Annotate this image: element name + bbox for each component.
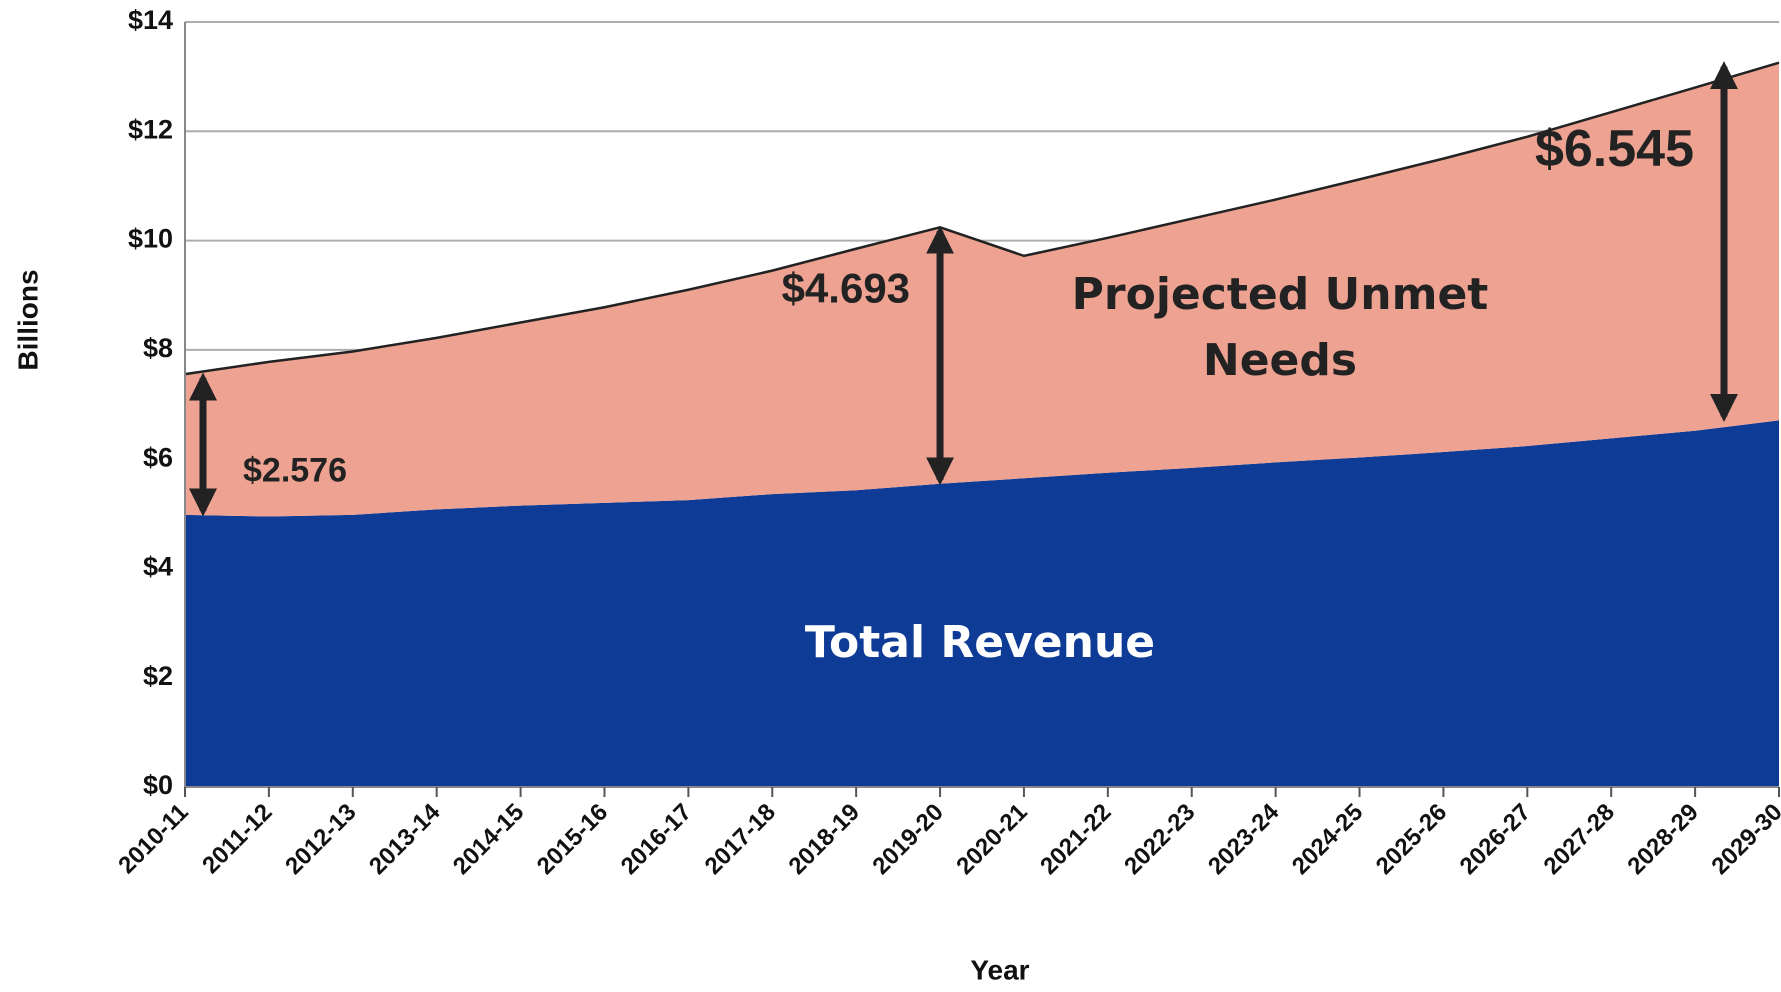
y-tick-label: $6 (143, 442, 173, 472)
y-tick-label: $10 (128, 224, 173, 254)
x-tick-label: 2021-22 (1035, 799, 1116, 880)
value-label: $6.545 (1535, 120, 1694, 178)
x-tick-label: 2028-29 (1622, 799, 1703, 880)
series-name: Total Revenue (804, 617, 1156, 668)
x-tick-label: 2011-12 (197, 799, 277, 879)
y-tick-label: $8 (143, 333, 173, 363)
y-tick-label: $14 (128, 5, 173, 35)
x-tick-label: 2029-30 (1706, 799, 1781, 880)
x-tick-label: 2014-15 (448, 799, 529, 880)
x-tick-label: 2023-24 (1203, 798, 1285, 880)
x-tick-label: 2012-13 (280, 799, 361, 880)
x-tick-label: 2010-11 (113, 799, 193, 879)
value-label: $4.693 (782, 264, 910, 311)
x-tick-label: 2013-14 (364, 798, 446, 880)
x-tick-label: 2027-28 (1539, 799, 1620, 880)
x-axis-label: Year (970, 954, 1029, 985)
x-tick-label: 2016-17 (616, 799, 697, 880)
x-tick-label: 2019-20 (867, 799, 948, 880)
x-tick-label: 2020-21 (951, 799, 1032, 880)
series-name: Projected Unmet Needs (1071, 269, 1489, 386)
y-axis-label: Billions (12, 269, 43, 370)
x-tick-label: 2025-26 (1371, 799, 1452, 880)
y-tick-label: $4 (143, 552, 173, 582)
y-tick-label: $0 (143, 770, 173, 800)
area (185, 62, 1779, 517)
y-tick-label: $12 (128, 114, 173, 144)
area (185, 420, 1779, 787)
x-tick-label: 2018-19 (784, 799, 865, 880)
x-tick-label: 2022-23 (1119, 799, 1200, 880)
y-tick-label: $2 (143, 661, 173, 691)
x-tick-label: 2026-27 (1455, 799, 1536, 880)
value-label: $2.576 (243, 452, 347, 490)
x-tick-label: 2017-18 (700, 799, 781, 880)
x-tick-label: 2015-16 (532, 799, 613, 880)
top-line (184, 61, 1780, 376)
x-tick-label: 2024-25 (1287, 799, 1368, 880)
